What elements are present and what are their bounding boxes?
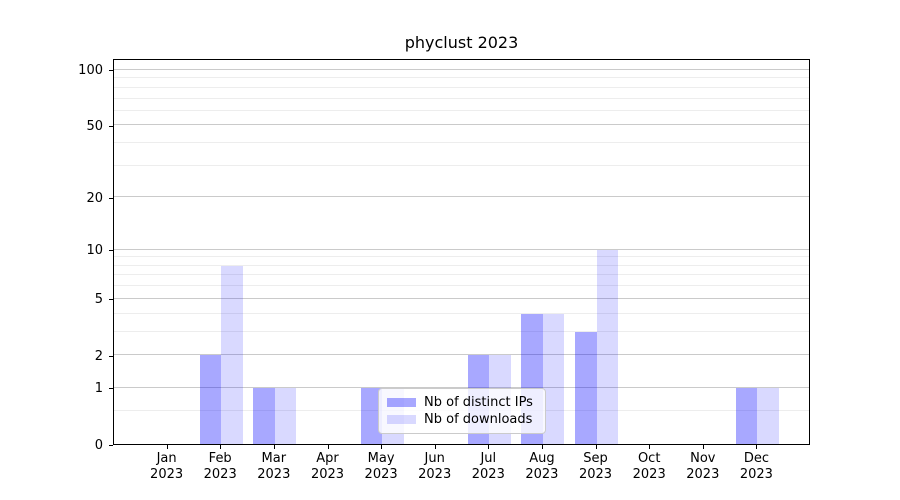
y-tick [109,70,113,72]
bar-downloads-mar [274,387,297,444]
minor-gridline [114,285,809,287]
x-tick-label-nov: Nov 2023 [686,451,720,482]
plot-area: Nb of distinct IPs Nb of downloads [113,59,810,445]
minor-gridline [114,86,809,88]
legend-item-distinct-ips: Nb of distinct IPs [387,394,537,411]
y-tick-label: 0 [94,437,103,453]
major-gridline [114,248,809,250]
y-tick-label: 10 [86,243,103,259]
minor-gridline [114,109,809,111]
legend-item-downloads: Nb of downloads [387,411,537,428]
minor-gridline [114,264,809,266]
x-tick-label-oct: Oct 2023 [632,451,666,482]
x-tick [273,445,275,449]
legend-label-distinct-ips: Nb of distinct IPs [424,395,533,410]
minor-gridline [114,256,809,258]
x-tick [702,445,704,449]
minor-gridline [114,330,809,332]
bar-distinct-ips-sep [575,331,597,444]
x-tick-label-mar: Mar 2023 [257,451,291,482]
y-tick-label: 50 [86,118,103,134]
y-tick [109,250,113,252]
legend: Nb of distinct IPs Nb of downloads [378,388,546,434]
major-gridline [114,354,809,355]
bar-downloads-aug [542,313,565,444]
x-tick-label-may: May 2023 [364,451,398,482]
bar-distinct-ips-feb [199,355,222,444]
legend-label-downloads: Nb of downloads [424,412,533,427]
y-tick [109,299,113,301]
y-tick [109,125,113,127]
x-tick-label-feb: Feb 2023 [203,451,237,482]
bar-downloads-dec [757,387,779,444]
x-tick [166,445,168,449]
y-tick-label: 5 [94,292,103,308]
legend-swatch-distinct-ips [387,398,416,407]
minor-gridline [114,97,809,99]
major-gridline [114,124,809,126]
x-tick-label-aug: Aug 2023 [525,451,559,482]
x-tick-label-apr: Apr 2023 [310,451,345,482]
y-tick-label: 100 [78,63,103,79]
minor-gridline [114,77,809,79]
x-tick [649,445,651,449]
minor-gridline [114,164,809,166]
bar-downloads-sep [596,249,618,444]
bar-distinct-ips-may [360,387,383,444]
major-gridline [114,386,809,388]
legend-swatch-downloads [387,415,416,424]
bar-distinct-ips-mar [253,387,275,444]
y-tick-label: 20 [86,190,103,206]
x-tick [541,445,543,449]
bar-downloads-feb [221,265,243,444]
y-tick [109,444,113,446]
y-tick-label: 1 [94,381,103,397]
x-tick-label-sep: Sep 2023 [578,451,613,482]
y-tick [109,388,113,390]
x-tick-label-jan: Jan 2023 [150,451,184,482]
x-tick [434,445,436,449]
minor-gridline [114,274,809,276]
bar-distinct-ips-dec [735,387,758,444]
x-tick [488,445,490,449]
x-tick [220,445,222,449]
x-tick-label-jun: Jun 2023 [418,451,452,482]
major-gridline [114,68,809,70]
x-tick-label-dec: Dec 2023 [739,451,773,482]
chart-title: phyclust 2023 [404,33,519,52]
y-tick-label: 2 [94,348,103,364]
x-tick [595,445,597,449]
y-tick [109,355,113,357]
minor-gridline [114,142,809,143]
major-gridline [114,196,809,198]
y-tick [109,197,113,199]
x-tick-label-jul: Jul 2023 [471,451,505,482]
minor-gridline [114,312,809,314]
x-tick [327,445,329,449]
major-gridline [114,297,809,299]
x-tick [381,445,383,449]
x-tick [756,445,758,449]
